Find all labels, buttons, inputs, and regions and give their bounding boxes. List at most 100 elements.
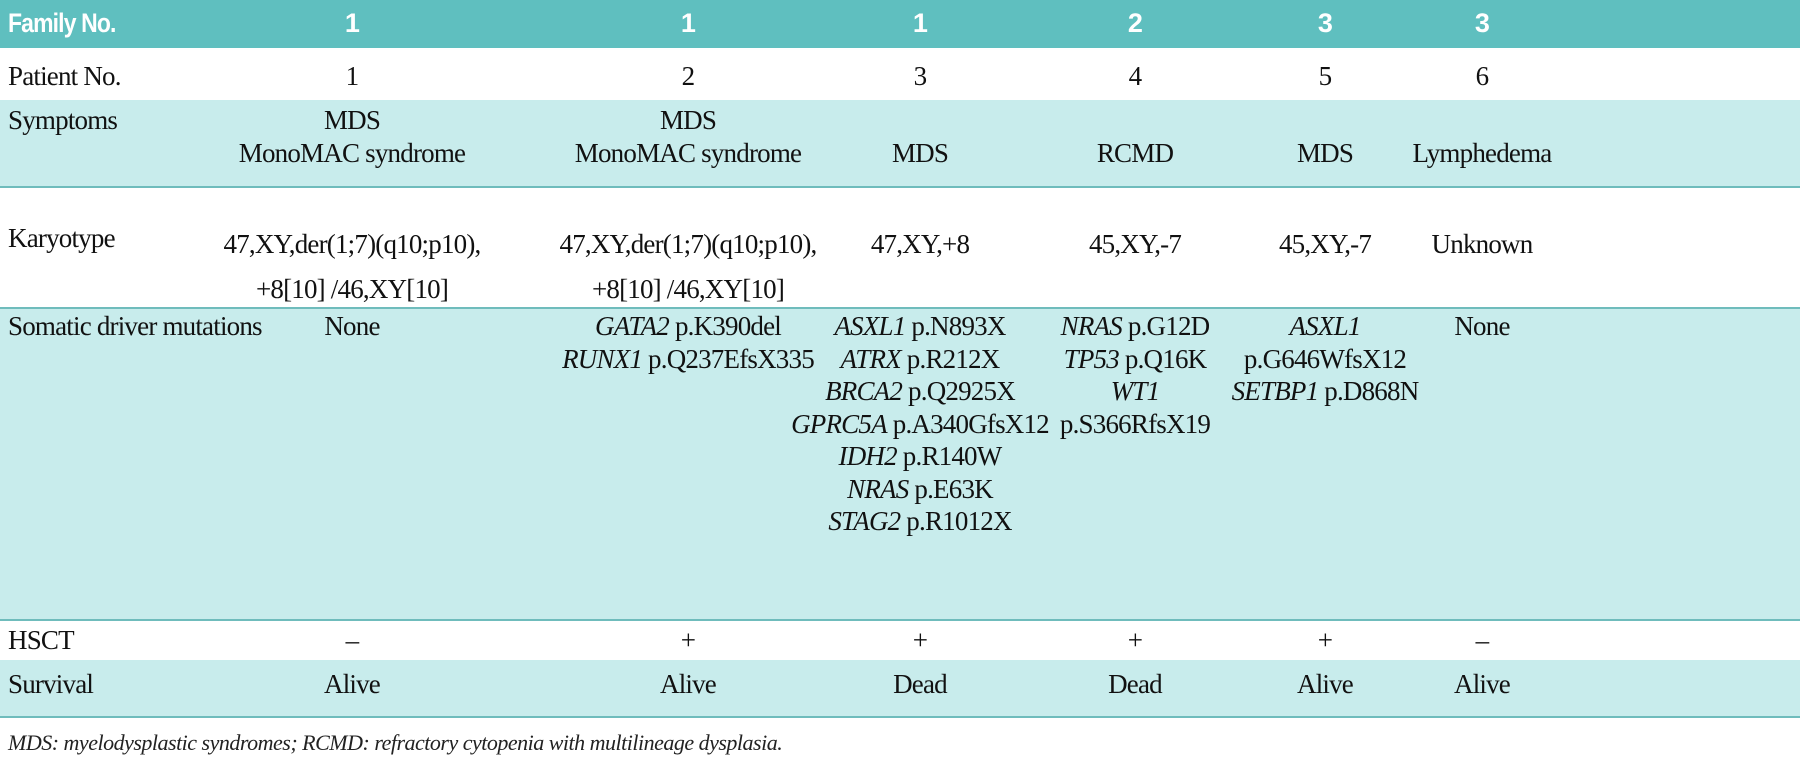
- cell-somatic: ASXL1 p.G646WfsX12 SETBP1 p.D868N: [1232, 310, 1420, 408]
- cell-line: None: [1454, 310, 1510, 343]
- variant: p.R1012X: [906, 506, 1012, 536]
- header-label: Family No.: [8, 8, 116, 38]
- gene-name: WT1: [1110, 376, 1160, 406]
- gene-name: NRAS: [847, 473, 909, 504]
- cell-karyotype: Unknown: [1431, 222, 1534, 267]
- cell-line: SETBP1 p.D868N: [1232, 375, 1420, 408]
- cell-karyotype: 47,XY,+8: [871, 222, 970, 267]
- cell-hsct: –: [346, 624, 359, 657]
- row-bg-survival: [0, 660, 1800, 716]
- cell-line: 45,XY,-7: [1278, 229, 1372, 259]
- header-family-no: 1: [912, 8, 928, 38]
- cell-line: ASXL1 p.N893X: [791, 310, 1049, 343]
- cell-line: GATA2 p.K390del: [562, 310, 814, 343]
- header-family-no: 2: [1127, 8, 1143, 38]
- gene-name: NRAS: [1060, 311, 1123, 341]
- cell-line: Lymphedema: [1412, 137, 1553, 168]
- cell-karyotype: 45,XY,-7: [1278, 222, 1372, 267]
- cell-line: MonoMAC syndrome: [238, 137, 466, 168]
- cell-hsct: +: [1128, 624, 1143, 657]
- variant: p.D868N: [1324, 376, 1419, 406]
- cell-line: Dead: [893, 669, 948, 699]
- variant: p.Q237EfsX335: [648, 343, 815, 374]
- gene-name: GPRC5A: [791, 408, 887, 439]
- divider: [0, 307, 1800, 309]
- gene-name: ATRX: [840, 343, 902, 374]
- row-label-symptoms: Symptoms: [8, 105, 118, 135]
- cell-line: ASXL1: [1232, 310, 1419, 343]
- variant: None: [1454, 311, 1510, 341]
- variant: p.S366RfsX19: [1059, 408, 1211, 439]
- row-label-karyotype: Karyotype: [8, 223, 116, 253]
- row-bg-symptoms: [0, 100, 1800, 187]
- cell-somatic: NRAS p.G12D TP53 p.Q16K WT1 p.S366RfsX19: [1059, 310, 1211, 440]
- gene-name: ASXL1: [1289, 311, 1361, 341]
- cell-patient: 6: [1476, 60, 1489, 93]
- header-family-no: 3: [1317, 8, 1333, 38]
- cell-line: +: [680, 625, 696, 655]
- cell-line: 3: [913, 61, 927, 91]
- row-label-somatic: Somatic driver mutations: [8, 311, 263, 341]
- variant: p.Q16K: [1124, 343, 1207, 374]
- cell-line: 6: [1475, 61, 1489, 91]
- cell-survival: Alive: [1297, 668, 1354, 701]
- cell-symptoms: RCMD: [1096, 137, 1174, 170]
- cell-survival: Alive: [660, 668, 717, 701]
- cell-patient: 1: [346, 60, 359, 93]
- cell-survival: Dead: [893, 668, 948, 701]
- variant: p.G646WfsX12: [1243, 343, 1407, 374]
- cell-line: Alive: [1454, 669, 1511, 699]
- cell-somatic: None: [324, 310, 380, 343]
- cell-line: Unknown: [1431, 229, 1534, 259]
- cell-line: 5: [1318, 61, 1332, 91]
- cell-line: TP53 p.Q16K: [1060, 343, 1210, 376]
- gene-name: STAG2: [828, 506, 901, 536]
- divider: [0, 186, 1800, 188]
- gene-name: BRCA2: [825, 376, 903, 406]
- divider: [0, 716, 1800, 718]
- row-label-patient: Patient No.: [8, 61, 121, 91]
- cell-hsct: +: [1317, 624, 1333, 657]
- row-label-hsct: HSCT: [8, 625, 75, 655]
- cell-patient: 5: [1319, 60, 1332, 93]
- cell-line: RUNX1 p.Q237EfsX335: [562, 343, 815, 376]
- cell-line: MDS: [891, 137, 949, 168]
- variant: p.G12D: [1127, 311, 1210, 341]
- header-family-no: 1: [680, 8, 696, 38]
- cell-line: p.G646WfsX12: [1232, 343, 1419, 376]
- variant: p.N893X: [911, 311, 1006, 341]
- cell-symptoms: MDS MonoMAC syndrome: [575, 104, 802, 169]
- cell-patient: 4: [1129, 60, 1142, 93]
- variant: p.R140W: [902, 441, 1002, 471]
- divider: [0, 619, 1800, 621]
- cell-line: MDS: [1296, 137, 1354, 168]
- cell-survival: Dead: [1108, 668, 1163, 701]
- row-label-survival: Survival: [8, 669, 94, 699]
- cell-line: 1: [345, 61, 359, 91]
- cell-somatic: None: [1454, 310, 1510, 343]
- cell-line: NRAS p.G12D: [1060, 310, 1211, 343]
- cell-hsct: +: [680, 624, 696, 657]
- table-header-row: [0, 0, 1800, 48]
- cell-line: MDS: [323, 105, 381, 135]
- table-footnote: MDS: myelodysplastic syndromes; RCMD: re…: [8, 730, 783, 755]
- cell-hsct: +: [913, 624, 928, 657]
- cell-line: Alive: [660, 669, 717, 699]
- cell-line: +: [1317, 625, 1333, 655]
- cell-line: –: [1475, 625, 1489, 655]
- variant: p.E63K: [914, 473, 993, 504]
- header-family-no: 1: [344, 8, 360, 38]
- variant: p.K390del: [674, 311, 782, 341]
- cell-line: 2: [681, 61, 695, 91]
- gene-name: IDH2: [838, 441, 898, 471]
- cell-line: 4: [1128, 61, 1142, 91]
- cell-line: MDS: [659, 105, 717, 135]
- row-bg-somatic: [0, 308, 1800, 620]
- variant: None: [324, 311, 380, 341]
- cell-line: 47,XY,der(1;7)(q10;p10),: [223, 229, 481, 259]
- cell-line: RCMD: [1096, 137, 1174, 168]
- cell-line: 47,XY,der(1;7)(q10;p10),: [559, 229, 817, 259]
- gene-name: ASXL1: [834, 311, 906, 341]
- cell-symptoms: MDS: [891, 137, 949, 170]
